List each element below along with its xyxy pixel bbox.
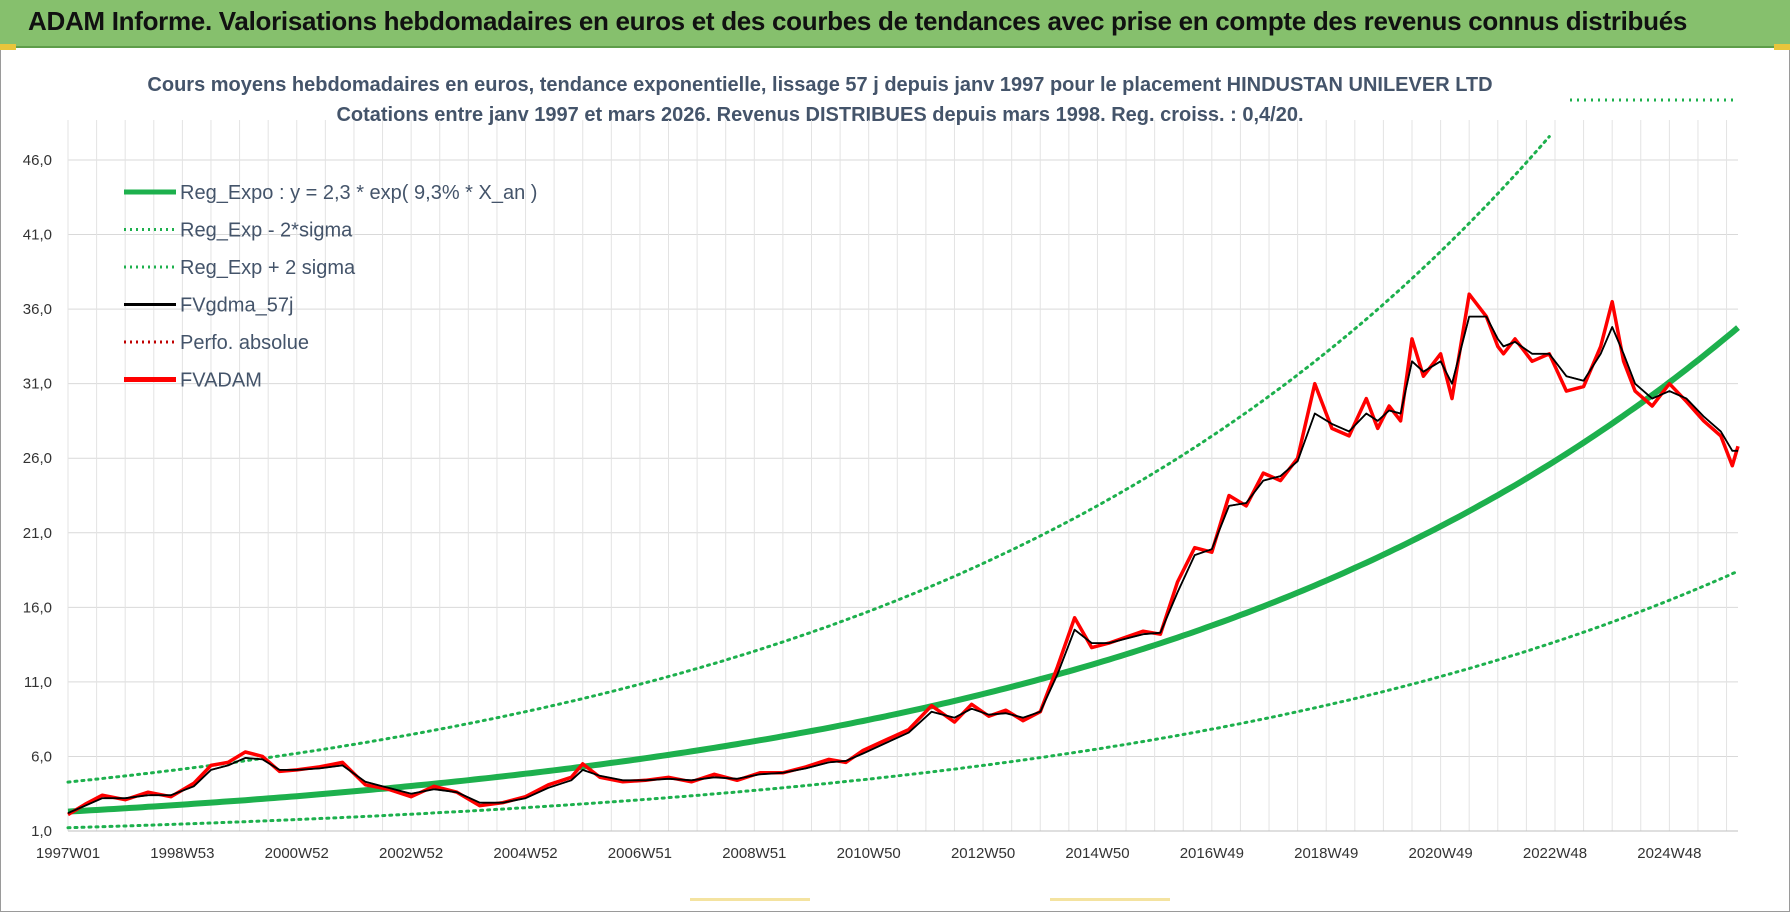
y-tick-label: 41,0: [23, 227, 52, 244]
footer-mark-2: [1050, 898, 1170, 901]
x-tick-label: 2020W49: [1408, 845, 1472, 862]
footer-mark-1: [690, 898, 810, 901]
y-tick-label: 16,0: [23, 599, 52, 616]
x-tick-label: 2014W50: [1065, 845, 1129, 862]
y-tick-label: 31,0: [23, 376, 52, 393]
y-tick-label: 36,0: [23, 301, 52, 318]
x-tick-label: 2008W51: [722, 845, 786, 862]
x-tick-label: 2010W50: [837, 845, 901, 862]
legend-label: Reg_Exp + 2 sigma: [180, 257, 356, 279]
y-tick-label: 6,0: [31, 748, 52, 765]
y-tick-label: 26,0: [23, 450, 52, 467]
x-tick-label: 2016W49: [1180, 845, 1244, 862]
x-tick-label: 2006W51: [608, 845, 672, 862]
chart-series: [66, 135, 1740, 830]
trend-upper-2sigma: [66, 135, 1551, 784]
series-fvgdma-57j: [67, 315, 1738, 814]
y-tick-label: 1,0: [31, 823, 52, 840]
legend-label: Perfo. absolue: [180, 332, 309, 354]
x-tick-label: 2004W52: [493, 845, 557, 862]
chart-subtitle: Cotations entre janv 1997 et mars 2026. …: [336, 104, 1304, 126]
y-tick-label: 21,0: [23, 525, 52, 542]
y-axis-ticks: 1,0 6,0 11,0 16,0 21,0 26,0 31,0 36,0 41,0 46,0: [23, 152, 52, 840]
x-tick-label: 2022W48: [1523, 845, 1587, 862]
x-tick-label: 2012W50: [951, 845, 1015, 862]
report-title: ADAM Informe. Valorisations hebdomadaire…: [28, 6, 1688, 36]
x-tick-label: 2024W48: [1637, 845, 1701, 862]
corner-mark-right: [1774, 44, 1790, 50]
report-banner: ADAM Informe. Valorisations hebdomadaire…: [0, 0, 1790, 48]
y-tick-label: 46,0: [23, 152, 52, 169]
chart-title: Cours moyens hebdomadaires en euros, ten…: [147, 74, 1493, 96]
x-tick-label: 1998W53: [150, 845, 214, 862]
series-fvadam: [67, 292, 1740, 817]
corner-mark-left: [0, 44, 16, 50]
x-tick-label: 2018W49: [1294, 845, 1358, 862]
trend-lower-2sigma: [66, 569, 1740, 830]
legend-label: FVADAM: [180, 370, 262, 392]
legend-label: Reg_Expo : y = 2,3 * exp( 9,3% * X_an ): [180, 182, 537, 204]
y-tick-label: 11,0: [24, 674, 52, 691]
trend-regression: [67, 325, 1740, 815]
x-tick-label: 1997W01: [36, 845, 100, 862]
x-tick-label: 2002W52: [379, 845, 443, 862]
legend-label: FVgdma_57j: [180, 295, 293, 317]
chart-legend: Reg_Expo : y = 2,3 * exp( 9,3% * X_an ) R…: [124, 182, 537, 392]
x-tick-label: 2000W52: [265, 845, 329, 862]
x-axis-ticks: 1997W01 1998W53 2000W52 2002W52 2004W52 2006W…: [36, 845, 1702, 862]
series-fvgdma-57j-overlay: [67, 315, 1738, 814]
legend-label: Reg_Exp - 2*sigma: [180, 220, 353, 242]
